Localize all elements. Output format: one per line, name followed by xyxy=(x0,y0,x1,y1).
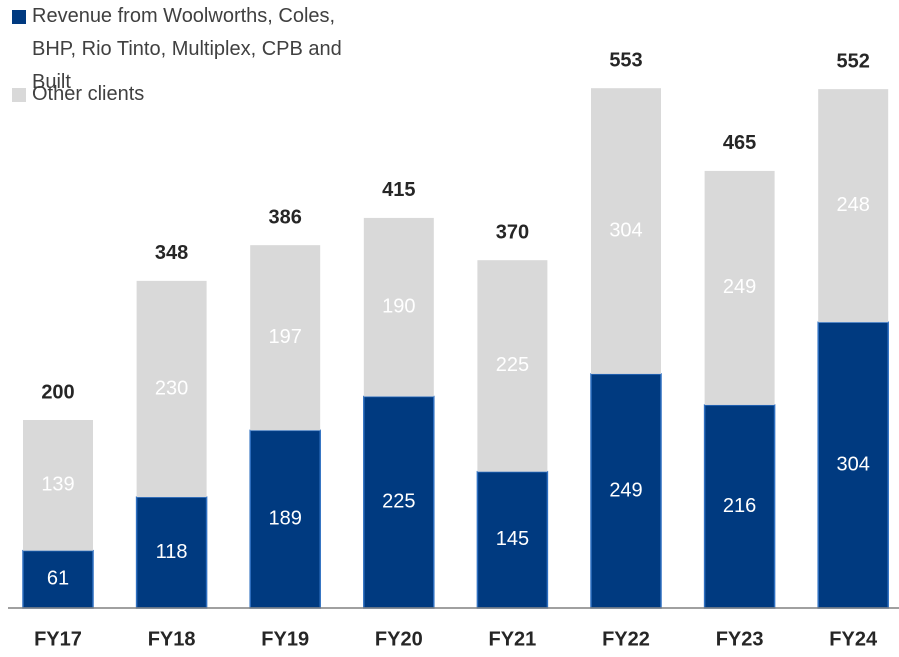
segment-label: 248 xyxy=(837,194,870,216)
segment-label: 189 xyxy=(269,507,302,529)
segment-label: 230 xyxy=(155,377,188,399)
total-label: 552 xyxy=(837,50,870,72)
x-tick-label: FY23 xyxy=(716,628,764,650)
legend-item: Revenue from Woolworths, Coles, BHP, Rio… xyxy=(12,0,382,99)
segment-label: 304 xyxy=(609,219,642,241)
segment-label: 249 xyxy=(609,479,642,501)
bar-segment xyxy=(591,88,661,374)
bar-segment xyxy=(249,429,321,609)
legend-swatch xyxy=(12,88,26,102)
x-tick-label: FY22 xyxy=(602,628,650,650)
legend-item: Other clients xyxy=(12,78,382,111)
segment-label: 249 xyxy=(723,276,756,298)
segment-label: 145 xyxy=(496,528,529,550)
bar-segment xyxy=(22,549,94,609)
segment-label: 225 xyxy=(382,491,415,513)
x-tick-label: FY20 xyxy=(375,628,423,650)
bar-segment xyxy=(704,170,775,405)
segment-label: 118 xyxy=(156,541,188,563)
bar-segment xyxy=(477,260,548,472)
segment-label: 225 xyxy=(496,354,529,376)
segment-label: 190 xyxy=(382,295,415,317)
x-tick-label: FY18 xyxy=(148,628,196,650)
total-label: 200 xyxy=(41,381,74,403)
bar-segment xyxy=(363,217,434,397)
segment-label: 197 xyxy=(269,326,302,348)
bar-segment xyxy=(818,89,889,323)
legend-label: Other clients xyxy=(32,83,145,105)
total-label: 465 xyxy=(723,132,756,154)
segment-label: 304 xyxy=(837,453,870,475)
legend-label: Revenue from Woolworths, Coles, BHP, Rio… xyxy=(32,5,342,93)
bar-segment xyxy=(135,496,208,609)
bar-segment xyxy=(590,373,662,609)
segment-label: 61 xyxy=(47,568,69,590)
bar-segment xyxy=(817,321,889,609)
segment-label: 216 xyxy=(723,495,756,517)
total-label: 348 xyxy=(155,242,188,264)
total-label: 370 xyxy=(496,221,529,243)
x-tick-label: FY24 xyxy=(829,628,878,650)
total-label: 415 xyxy=(382,179,415,201)
bar-segment xyxy=(136,280,207,498)
legend-swatch xyxy=(12,10,26,24)
bar-segment xyxy=(703,404,776,609)
bar-segment xyxy=(250,245,321,431)
bar-segment xyxy=(23,420,93,551)
x-tick-label: FY19 xyxy=(261,628,309,650)
x-tick-label: FY17 xyxy=(34,628,82,650)
segment-label: 139 xyxy=(41,474,74,496)
x-tick-label: FY21 xyxy=(488,628,536,650)
total-label: 553 xyxy=(609,49,642,71)
total-label: 386 xyxy=(269,206,302,228)
